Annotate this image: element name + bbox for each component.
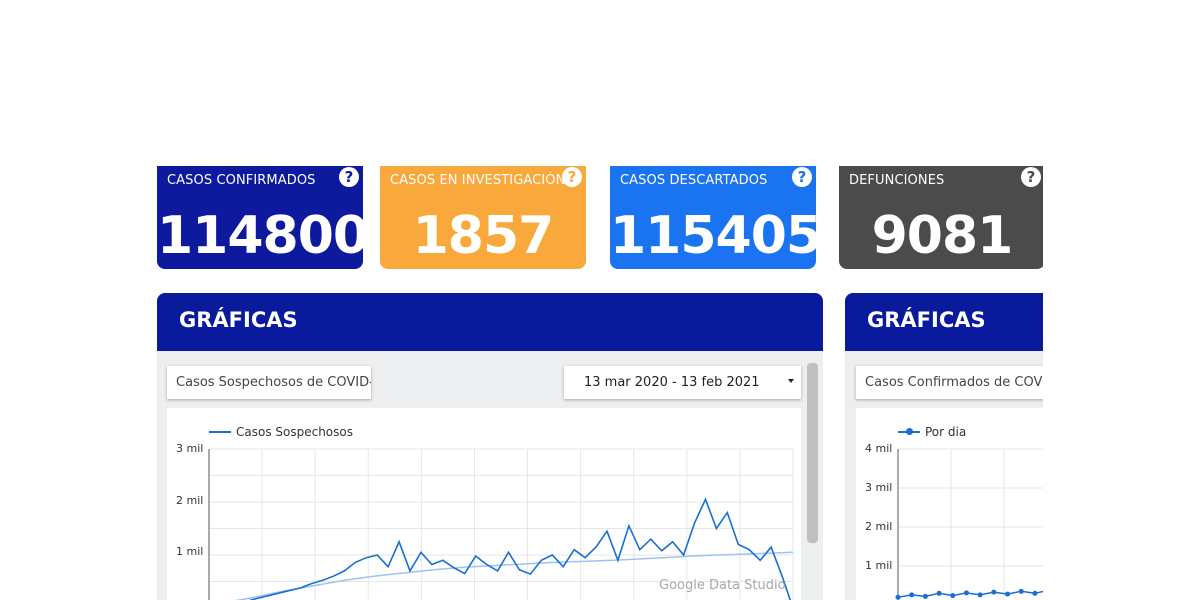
y-tick-label: 2 mil (865, 520, 893, 533)
stat-card-deaths: DEFUNCIONES ? 9081 (839, 166, 1043, 269)
chart-area-confirmed: Por dia 4 mil 3 mil 2 mil 1 mil (856, 408, 1043, 600)
chart-area-suspected: Casos Sospechosos 3 mil 2 mil 1 mil Goog… (167, 408, 801, 600)
help-icon[interactable]: ? (1021, 167, 1041, 187)
vertical-scrollbar[interactable] (807, 363, 818, 543)
y-tick-label: 2 mil (176, 494, 204, 507)
legend-line-icon (209, 431, 231, 433)
stat-label: DEFUNCIONES (849, 173, 945, 188)
dashboard-viewport: CASOS CONFIRMADOS ? 114800 CASOS EN INVE… (157, 0, 1043, 600)
stat-value: 115405 (610, 206, 822, 266)
line-chart-confirmed (895, 448, 1043, 600)
y-tick-label: 4 mil (865, 442, 893, 455)
trend-line (234, 551, 794, 600)
line-chart-suspected (208, 448, 794, 600)
stat-label: CASOS DESCARTADOS (620, 173, 768, 188)
series-line-por-dia (897, 590, 1043, 598)
series-line-casos-sospechosos (248, 497, 792, 600)
y-tick-label: 1 mil (865, 559, 893, 572)
legend-line-icon (898, 428, 920, 435)
chart-legend: Casos Sospechosos (209, 425, 353, 439)
y-tick-label: 3 mil (176, 442, 204, 455)
panel-header-suspected: GRÁFICAS (157, 293, 823, 351)
stat-value: 114800 (157, 206, 369, 266)
panel-body-suspected: Casos Sospechosos de COVID-19 13 mar 202… (157, 351, 823, 600)
date-range-label: 13 mar 2020 - 13 feb 2021 (584, 375, 760, 390)
data-point (895, 594, 901, 600)
panel-header-confirmed: GRÁFICAS (845, 293, 1043, 351)
metric-select[interactable]: Casos Confirmados de COVID-19 (856, 366, 1043, 399)
metric-select[interactable]: Casos Sospechosos de COVID-19 (167, 366, 371, 399)
help-icon[interactable]: ? (562, 167, 582, 187)
help-icon[interactable]: ? (792, 167, 812, 187)
y-tick-label: 3 mil (865, 481, 893, 494)
stat-value: 1857 (412, 206, 555, 266)
panel-title: GRÁFICAS (179, 308, 298, 332)
help-icon[interactable]: ? (339, 167, 359, 187)
watermark-text: Google Data Studio (659, 578, 786, 593)
stat-card-investigation: CASOS EN INVESTIGACIÓN ? 1857 (380, 166, 586, 269)
stat-label: CASOS EN INVESTIGACIÓN (390, 173, 566, 188)
date-range-picker[interactable]: 13 mar 2020 - 13 feb 2021 (564, 366, 801, 399)
stat-card-discarded: CASOS DESCARTADOS ? 115405 (610, 166, 822, 269)
panel-body-confirmed: Casos Confirmados de COVID-19 Por dia 4 … (845, 351, 1043, 600)
y-tick-label: 1 mil (176, 545, 204, 558)
panel-title: GRÁFICAS (867, 308, 986, 332)
legend-label: Casos Sospechosos (236, 425, 353, 439)
legend-label: Por dia (925, 425, 967, 439)
stat-label: CASOS CONFIRMADOS (167, 173, 316, 188)
stat-value: 9081 (871, 206, 1014, 266)
chevron-down-icon (788, 379, 794, 383)
stat-card-confirmed: CASOS CONFIRMADOS ? 114800 (157, 166, 369, 269)
chart-legend: Por dia (898, 425, 966, 439)
legend-dot-icon (906, 428, 913, 435)
